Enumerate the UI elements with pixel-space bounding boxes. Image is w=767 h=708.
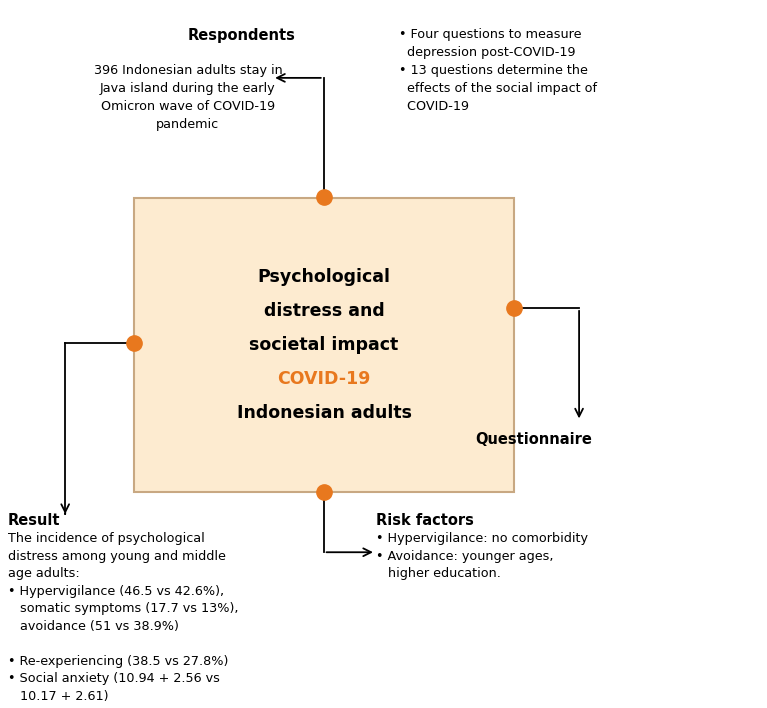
Text: Risk factors: Risk factors [376,513,474,528]
Text: distress and: distress and [264,302,384,320]
Text: • Hypervigilance: no comorbidity
• Avoidance: younger ages,
   higher education.: • Hypervigilance: no comorbidity • Avoid… [376,532,588,581]
Text: societal impact: societal impact [249,336,399,354]
Bar [134,198,514,492]
Text: Psychological: Psychological [258,268,390,286]
Text: COVID-19: COVID-19 [278,370,370,388]
Text: Result: Result [8,513,60,528]
Text: The incidence of psychological
distress among young and middle
age adults:
• Hyp: The incidence of psychological distress … [8,532,239,703]
Text: • Four questions to measure
  depression post-COVID-19
• 13 questions determine : • Four questions to measure depression p… [399,28,597,113]
Text: Respondents: Respondents [188,28,295,43]
Text: Indonesian adults: Indonesian adults [236,404,412,422]
Text: 396 Indonesian adults stay in
Java island during the early
Omicron wave of COVID: 396 Indonesian adults stay in Java islan… [94,64,282,131]
Text: Questionnaire: Questionnaire [476,432,592,447]
